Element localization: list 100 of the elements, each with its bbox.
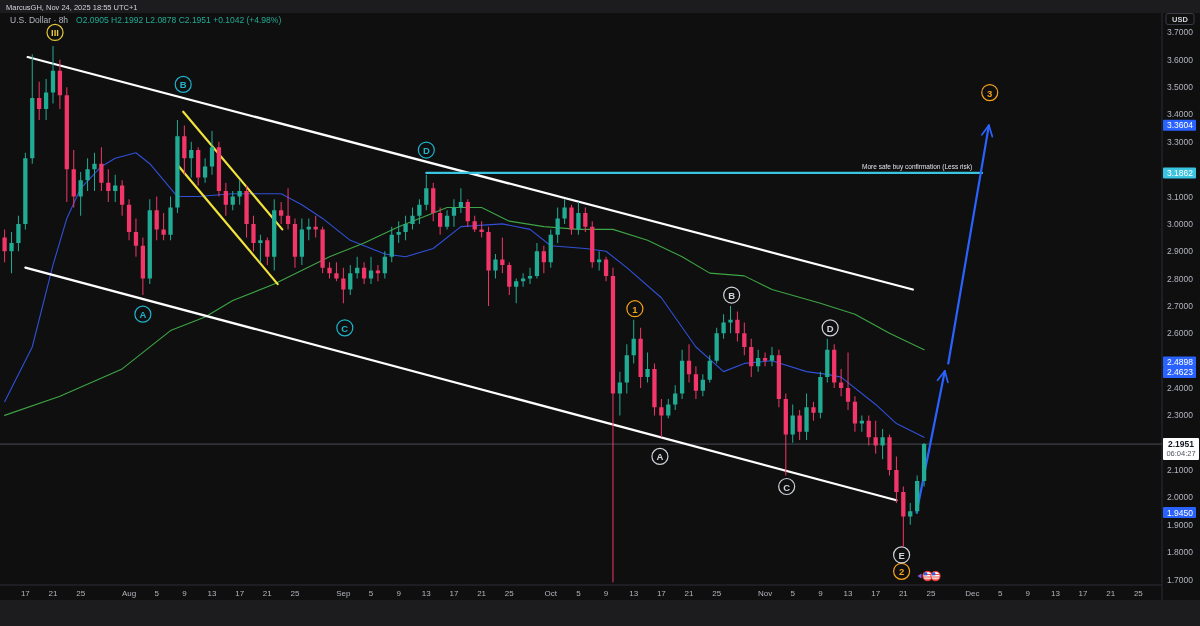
candlestick [382, 251, 387, 279]
candlestick [251, 215, 256, 252]
y-tick-label: 1.8000 [1167, 547, 1194, 558]
y-tick-label: 3.5000 [1167, 82, 1194, 93]
candlestick [368, 256, 374, 285]
candlestick [597, 251, 602, 271]
candlestick [361, 262, 367, 285]
x-tick-label: 5 [368, 588, 374, 598]
candlestick [700, 374, 705, 397]
candlestick [147, 199, 152, 285]
x-tick-label: 5 [576, 588, 582, 598]
y-tick-label: 2.9000 [1167, 246, 1194, 257]
candlestick [707, 355, 712, 383]
x-tick-label: Dec [965, 588, 980, 598]
x-tick-label: 17 [20, 588, 31, 598]
x-tick-label: 21 [1106, 588, 1116, 598]
candlestick [37, 81, 42, 120]
candlestick [797, 409, 802, 441]
candlestick [576, 202, 581, 235]
x-tick-label: 25 [926, 588, 936, 598]
x-tick-label: 13 [421, 588, 432, 598]
annotation: 3 [987, 87, 993, 99]
chart-subtitle: O2.0905 H2.1992 L2.0878 C2.1951 +0.1042 (+4.98%) [76, 15, 282, 25]
candlestick [714, 327, 719, 364]
x-tick-label: 17 [235, 588, 245, 598]
x-tick-label: 13 [207, 588, 217, 598]
candlestick [721, 314, 726, 339]
candlestick [133, 218, 139, 257]
y-tick-label: 3.3000 [1167, 136, 1194, 147]
annotation: C [783, 481, 791, 493]
candlestick [16, 215, 21, 252]
x-tick-label: 21 [684, 588, 695, 598]
candlestick [686, 344, 692, 383]
candlestick [161, 212, 166, 241]
candlestick [71, 150, 76, 208]
candlestick [348, 264, 353, 296]
candlestick [631, 319, 636, 364]
candlestick [451, 199, 457, 227]
candlestick [603, 256, 609, 282]
candlestick [693, 366, 699, 399]
candlestick [223, 182, 228, 216]
candlestick [458, 188, 464, 213]
x-tick-label: 9 [603, 588, 609, 598]
candlestick [140, 237, 146, 296]
y-tick-label: 2.4000 [1167, 383, 1194, 394]
candlestick [403, 215, 408, 241]
candlestick [57, 59, 63, 110]
annotation: 2 [898, 566, 905, 578]
candlestick [610, 267, 616, 583]
y-tick-label: 2.4898 [1167, 356, 1194, 367]
annotation: 1 [632, 303, 639, 315]
candlestick [417, 199, 422, 224]
candlestick [811, 401, 816, 421]
y-tick-label: 2.0000 [1167, 492, 1194, 503]
x-tick-label: 13 [1050, 588, 1061, 598]
y-tick-label: 1.9000 [1167, 519, 1194, 530]
x-tick-label: 5 [790, 588, 796, 598]
candlestick [838, 368, 844, 397]
candlestick [790, 404, 795, 443]
candlestick [175, 119, 180, 213]
y-tick-label: 2.6000 [1167, 328, 1194, 339]
candlestick [783, 393, 788, 476]
candlestick [444, 210, 450, 230]
candlestick [742, 322, 747, 356]
candlestick [244, 185, 249, 238]
x-tick-label: 21 [477, 588, 487, 598]
candlestick [355, 256, 360, 279]
annotation: E [898, 549, 905, 561]
candlestick [113, 174, 118, 203]
y-tick-label: 3.1862 [1167, 167, 1194, 178]
candlestick [673, 385, 678, 410]
candlestick [209, 130, 215, 175]
candlestick [2, 229, 7, 263]
candlestick [617, 371, 623, 416]
y-tick-label: 3.4000 [1167, 109, 1194, 120]
candlestick [23, 152, 28, 230]
y-tick-label: 3.1000 [1167, 191, 1194, 202]
candlestick [756, 349, 761, 372]
candlestick [638, 327, 643, 389]
candlestick [230, 191, 235, 211]
x-tick-label: Oct [544, 588, 558, 598]
line-series [4, 206, 925, 416]
x-tick-label: 25 [504, 588, 515, 598]
candlestick [866, 415, 871, 446]
candlestick [99, 147, 104, 192]
candlestick [50, 46, 56, 104]
candlestick [43, 78, 49, 120]
candlestick [514, 278, 519, 304]
candlestick [313, 215, 318, 238]
y-tick-label: 1.9450 [1167, 507, 1194, 518]
candlestick [493, 254, 498, 279]
candlestick [168, 196, 173, 241]
candlestick [64, 87, 69, 203]
candlestick [410, 207, 415, 230]
candlestick [590, 221, 595, 268]
candlestick [182, 125, 187, 175]
candlestick [873, 420, 878, 454]
candlestick [541, 245, 546, 274]
candlestick [749, 338, 754, 378]
x-tick-label: 25 [76, 588, 86, 598]
